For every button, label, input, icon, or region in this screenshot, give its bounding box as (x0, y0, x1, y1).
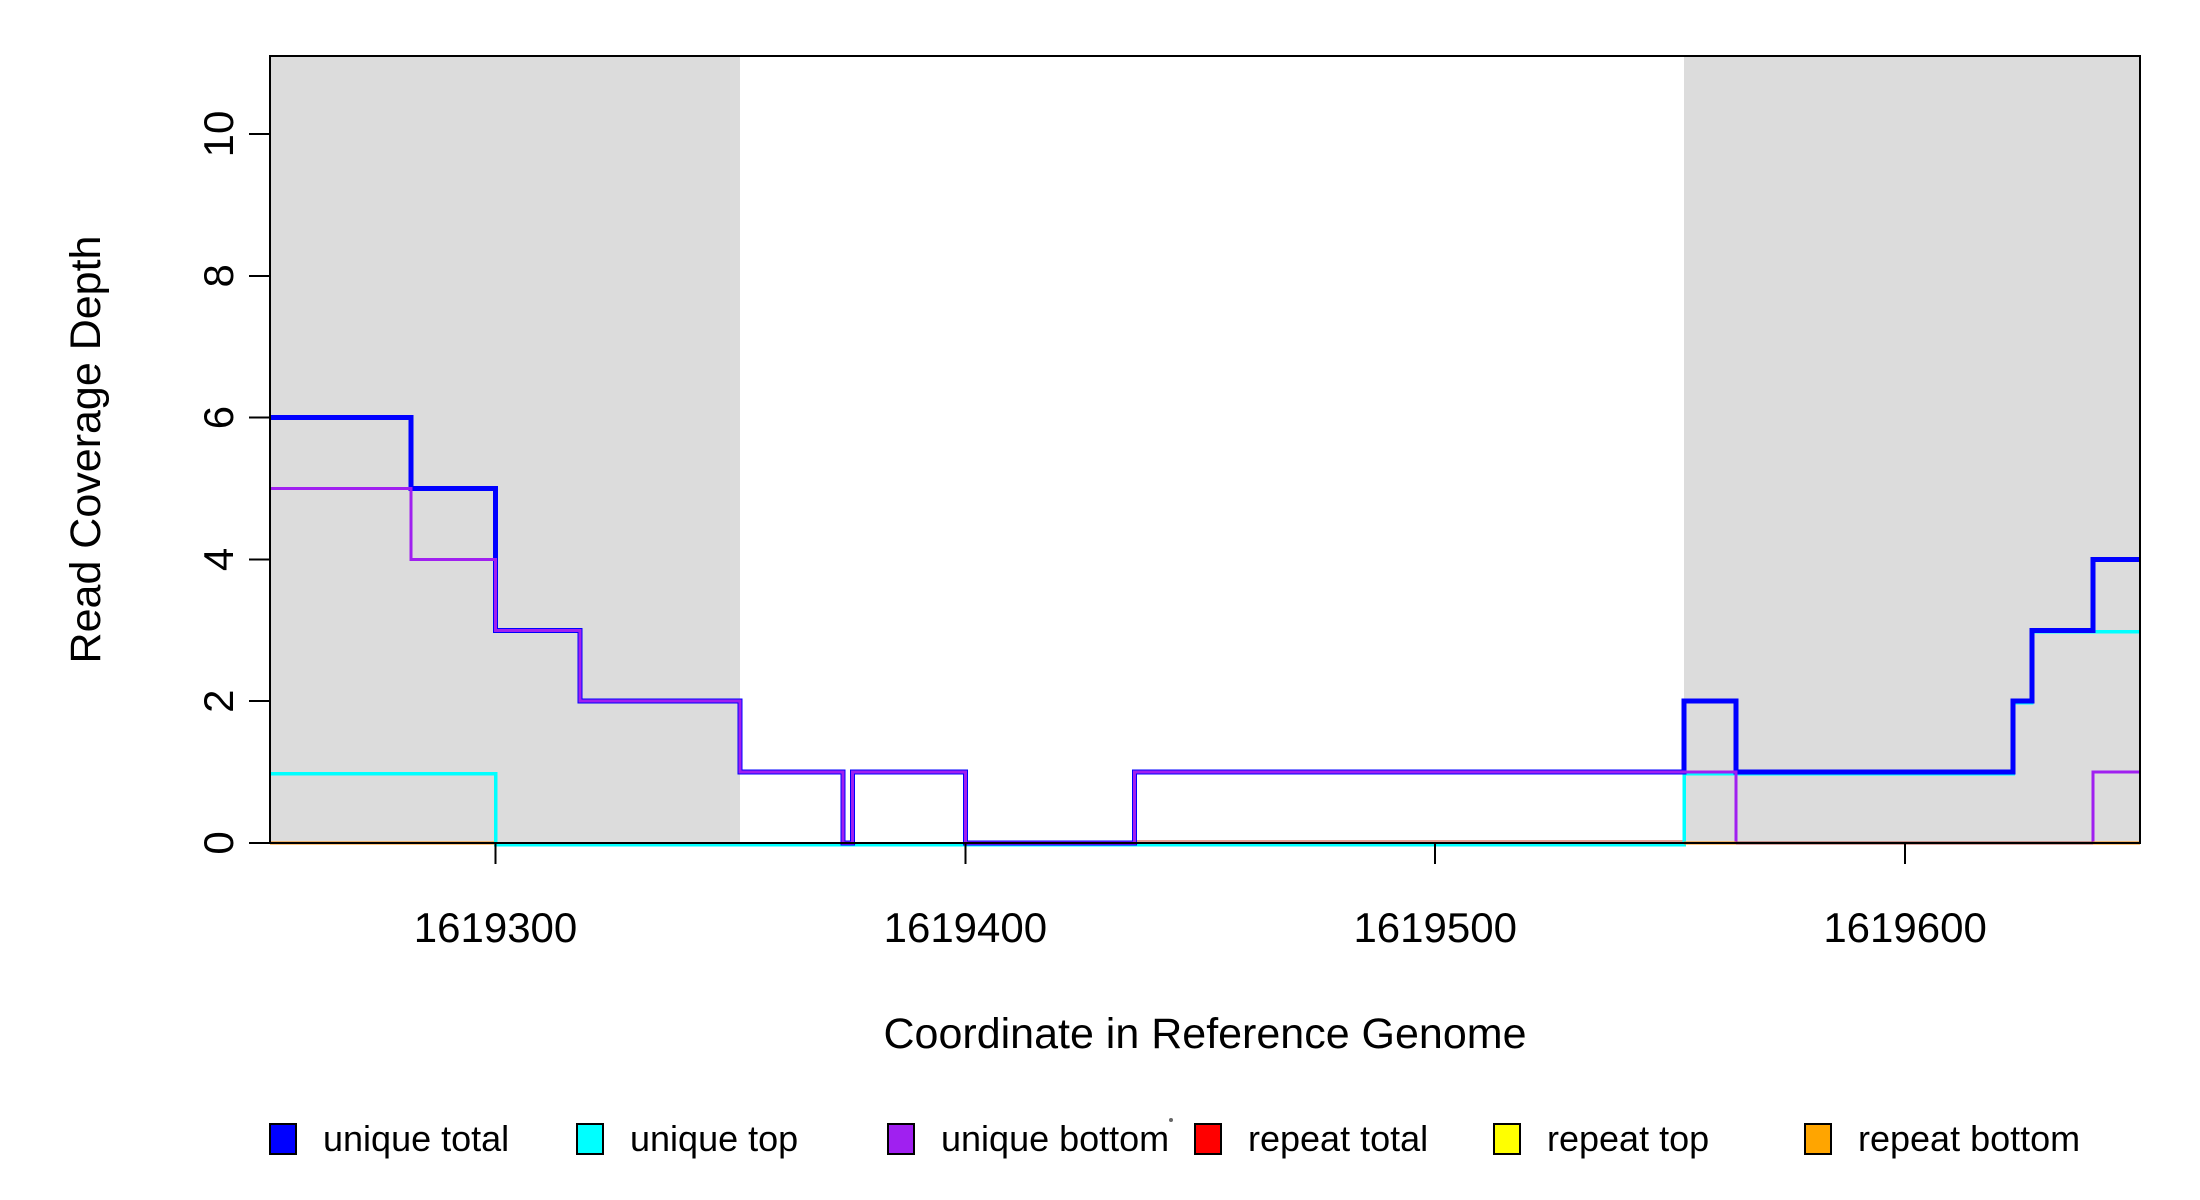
y-tick-label: 2 (195, 690, 242, 713)
y-tick-label: 0 (195, 831, 242, 854)
x-axis-title: Coordinate in Reference Genome (884, 1010, 1527, 1058)
masked-region-1 (1684, 56, 2140, 843)
masked-region-0 (270, 56, 740, 843)
legend-label-unique-bottom: unique bottom (941, 1118, 1169, 1159)
x-tick-label: 1619500 (1353, 904, 1517, 951)
y-tick-label: 10 (195, 111, 242, 158)
legend-label-repeat-bottom: repeat bottom (1858, 1118, 2080, 1159)
legend-swatch-repeat-total (1194, 1123, 1222, 1155)
plot-box (269, 55, 2141, 844)
y-tick-label: 8 (195, 264, 242, 287)
y-axis-title: Read Coverage Depth (62, 236, 110, 664)
legend-label-unique-total: unique total (323, 1118, 509, 1159)
legend-swatch-unique-bottom (887, 1123, 915, 1155)
stray-dot (1169, 1118, 1173, 1122)
legend-swatch-repeat-top (1493, 1123, 1521, 1155)
legend-swatch-unique-top (576, 1123, 604, 1155)
legend-swatch-repeat-bottom (1804, 1123, 1832, 1155)
legend-label-unique-top: unique top (630, 1118, 798, 1159)
legend-swatch-unique-total (269, 1123, 297, 1155)
y-tick-label: 6 (195, 406, 242, 429)
x-tick-label: 1619400 (884, 904, 1048, 951)
legend-label-repeat-total: repeat total (1248, 1118, 1428, 1159)
y-tick-label: 4 (195, 548, 242, 571)
legend-label-repeat-top: repeat top (1547, 1118, 1709, 1159)
x-tick-label: 1619300 (414, 904, 578, 951)
x-tick-label: 1619600 (1823, 904, 1987, 951)
